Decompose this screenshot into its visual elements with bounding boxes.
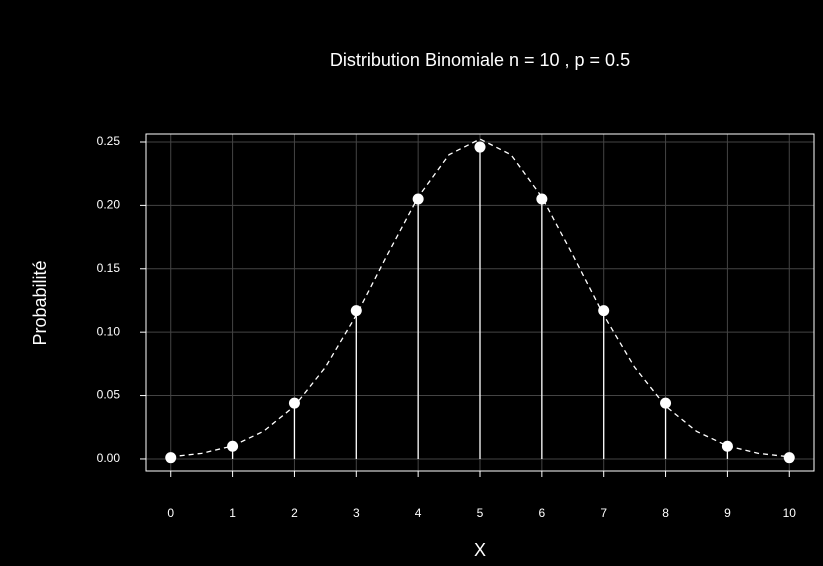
- point: [227, 440, 239, 452]
- x-tick-label: 5: [477, 506, 484, 520]
- x-tick-label: 6: [539, 506, 546, 520]
- x-tick-label: 3: [353, 506, 360, 520]
- y-tick-label: 0.05: [97, 388, 121, 402]
- x-axis-label: X: [474, 540, 486, 560]
- x-tick-label: 10: [783, 506, 797, 520]
- x-tick-label: 4: [415, 506, 422, 520]
- point: [721, 440, 733, 452]
- point: [350, 305, 362, 317]
- x-tick-label: 1: [229, 506, 236, 520]
- x-tick-label: 0: [167, 506, 174, 520]
- x-tick-label: 8: [662, 506, 669, 520]
- point: [165, 452, 177, 464]
- point: [474, 141, 486, 153]
- x-tick-label: 9: [724, 506, 731, 520]
- point: [412, 193, 424, 205]
- y-axis-label: Probabilité: [30, 260, 50, 345]
- plot-frame: [145, 133, 815, 472]
- y-tick-label: 0.20: [97, 198, 121, 212]
- point: [783, 452, 795, 464]
- y-tick-label: 0.10: [97, 324, 121, 338]
- point: [660, 397, 672, 409]
- y-tick-label: 0.00: [97, 451, 121, 465]
- point: [536, 193, 548, 205]
- x-tick-label: 7: [600, 506, 607, 520]
- point: [288, 397, 300, 409]
- point: [598, 305, 610, 317]
- x-tick-label: 2: [291, 506, 298, 520]
- density-curve: [170, 138, 790, 458]
- chart-title: Distribution Binomiale n = 10 , p = 0.5: [330, 50, 630, 70]
- y-tick-label: 0.15: [97, 261, 121, 275]
- y-tick-label: 0.25: [97, 134, 121, 148]
